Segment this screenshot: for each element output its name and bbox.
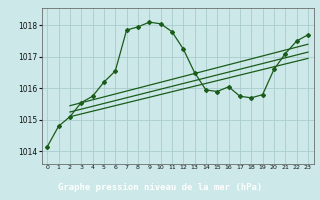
- Text: Graphe pression niveau de la mer (hPa): Graphe pression niveau de la mer (hPa): [58, 183, 262, 192]
